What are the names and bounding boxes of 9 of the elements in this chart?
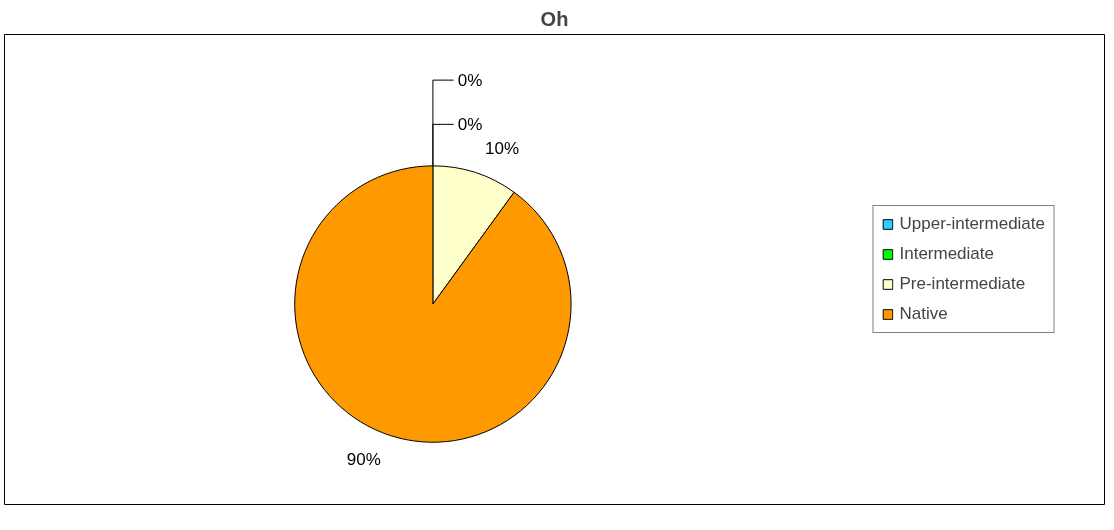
data-label: 10% [484, 139, 520, 159]
legend-label: Pre-intermediate [899, 274, 1026, 294]
legend-label: Native [899, 304, 948, 324]
chart-title: Oh [540, 7, 569, 30]
legend-label: Intermediate [899, 244, 994, 264]
text: 0% [457, 70, 483, 90]
text: 0% [457, 114, 483, 134]
legend-label: Upper-intermediate [899, 214, 1045, 234]
data-label: 90% [346, 449, 381, 469]
